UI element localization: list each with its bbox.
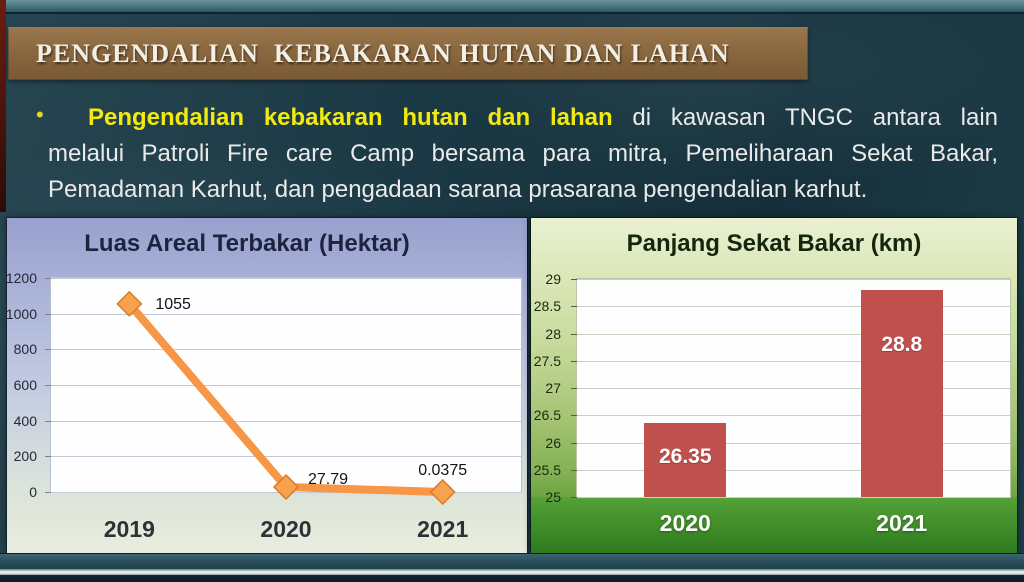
- line-chart-yticks: 1200 1000 800 600 400 200 0: [5, 270, 47, 500]
- tick-mark: [571, 415, 577, 417]
- data-point-label: 0.0375: [418, 461, 468, 479]
- left-edge-accent: [0, 0, 6, 212]
- ytick-label: 0: [29, 484, 37, 500]
- paragraph-line: Pemadaman Karhut, dan pengadaan sarana p…: [48, 172, 998, 208]
- gridline: [577, 469, 1010, 471]
- tick-mark: [45, 385, 51, 386]
- ytick-label: 25.5: [533, 461, 561, 478]
- line-chart-plot: 1055 27.79 0.0375: [45, 278, 521, 506]
- tick-mark: [571, 333, 577, 335]
- gridline: [51, 456, 521, 458]
- ytick-label: 400: [13, 412, 37, 429]
- bar: 26.35: [644, 423, 727, 497]
- gridline: [51, 349, 521, 351]
- gridline: [577, 360, 1010, 362]
- top-strip: [0, 0, 1024, 14]
- tick-mark: [571, 388, 577, 389]
- gridline: [51, 278, 521, 279]
- ytick-label: 26: [545, 434, 561, 451]
- gridline: [577, 306, 1010, 308]
- line-chart-xlabels: 2019 2020 2021: [51, 516, 521, 546]
- gridline: [577, 497, 1010, 498]
- gridline: [577, 388, 1010, 389]
- bar-value-label: 28.8: [881, 332, 923, 356]
- x-axis-label: 2021: [417, 516, 469, 542]
- data-point-label: 27.79: [308, 471, 349, 489]
- ytick-label: 25: [545, 489, 561, 505]
- ytick-label: 1000: [5, 305, 37, 322]
- x-axis-label: 2021: [876, 510, 928, 536]
- tick-mark: [45, 313, 51, 315]
- diamond-marker: [429, 478, 456, 506]
- x-axis-label: 2019: [103, 516, 155, 542]
- tick-mark: [45, 420, 51, 422]
- tick-mark: [571, 442, 577, 444]
- ytick-label: 27.5: [533, 352, 561, 369]
- gridline: [577, 333, 1010, 335]
- ytick-label: 27: [545, 380, 561, 396]
- line-chart-panel: Luas Areal Terbakar (Hektar) 1200 1000 800…: [5, 218, 527, 553]
- gridline: [51, 313, 521, 315]
- bottom-navy-band: [0, 575, 1024, 582]
- line-chart-title: Luas Areal Terbakar (Hektar): [84, 230, 410, 257]
- text-segment: Pemadaman Karhut, dan pengadaan sarana p…: [48, 176, 868, 203]
- bar-chart-title: Panjang Sekat Bakar (km): [626, 230, 922, 257]
- bottom-silver-line: [0, 569, 1024, 575]
- text-segment: Pengendalian kebakaran hutan dan lahan: [88, 104, 613, 131]
- tick-mark: [45, 349, 51, 351]
- bar-chart-yticks: 29 28.5 28 27.5 27 26.5 26 25.5 25: [531, 271, 571, 505]
- tick-mark: [571, 497, 577, 498]
- diamond-marker: [116, 290, 143, 317]
- ytick-label: 800: [13, 341, 37, 358]
- gridline: [577, 415, 1010, 417]
- bar-value-label: 26.35: [658, 444, 712, 468]
- text-segment: melalui Patroli Fire care Camp bersama p…: [48, 140, 998, 167]
- bar: 28.8: [860, 289, 943, 497]
- ytick-label: 28: [545, 325, 561, 342]
- ytick-label: 200: [13, 448, 37, 465]
- text-segment: di kawasan TNGC antara lain: [612, 104, 998, 131]
- ytick-label: 26.5: [533, 407, 561, 424]
- bar-chart-plot: 26.35 28.8: [571, 279, 1010, 498]
- data-point-label: 1055: [155, 295, 191, 313]
- gridline: [577, 442, 1010, 444]
- gridline: [51, 385, 521, 386]
- tick-mark: [571, 279, 577, 280]
- x-axis-label: 2020: [659, 510, 711, 536]
- ytick-label: 1200: [5, 270, 37, 286]
- tick-mark: [571, 360, 577, 362]
- paragraph-lines: Pengendalian kebakaran hutan dan lahan d…: [48, 100, 998, 208]
- gridline: [577, 279, 1010, 280]
- x-axis-label: 2020: [260, 516, 312, 542]
- tick-mark: [45, 278, 51, 279]
- slide-title: PENGENDALIAN KEBAKARAN HUTAN DAN LAHAN: [36, 39, 730, 68]
- slide-title-bar: PENGENDALIAN KEBAKARAN HUTAN DAN LAHAN: [8, 27, 808, 80]
- bullet-dot: •: [36, 102, 44, 127]
- tick-mark: [571, 306, 577, 308]
- line-series: [116, 290, 456, 506]
- gridline: [51, 420, 521, 422]
- paragraph-line: melalui Patroli Fire care Camp bersama p…: [48, 136, 998, 172]
- diamond-marker: [272, 473, 300, 501]
- tick-mark: [45, 492, 51, 493]
- bar-chart-green-band: [531, 497, 1017, 553]
- ytick-label: 28.5: [533, 298, 561, 315]
- ytick-label: 29: [545, 271, 561, 287]
- tick-mark: [45, 456, 51, 458]
- ytick-label: 600: [13, 377, 37, 393]
- paragraph-line: Pengendalian kebakaran hutan dan lahan d…: [48, 100, 998, 136]
- bar-chart-panel: Panjang Sekat Bakar (km) 29 28.5 28 27.5 27 2…: [531, 218, 1017, 553]
- bar-chart-xlabels: 2020 2021: [577, 510, 1010, 540]
- bullet-paragraph: • Pengendalian kebakaran hutan dan lahan…: [36, 100, 998, 208]
- tick-mark: [571, 469, 577, 471]
- bottom-teal-band: [0, 553, 1024, 570]
